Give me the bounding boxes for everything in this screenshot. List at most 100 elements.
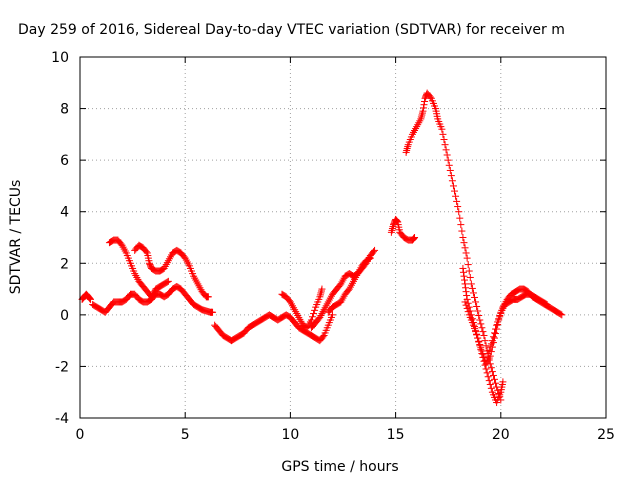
data-point bbox=[468, 284, 476, 292]
data-point bbox=[441, 141, 449, 149]
data-point bbox=[87, 295, 95, 303]
y-tick-label: 8 bbox=[60, 102, 69, 118]
data-point bbox=[486, 380, 494, 388]
data-point bbox=[475, 312, 483, 320]
data-point bbox=[388, 226, 396, 234]
data-point bbox=[466, 273, 474, 281]
series-0 bbox=[78, 290, 95, 303]
data-point bbox=[489, 333, 497, 341]
data-point bbox=[459, 264, 467, 272]
data-point bbox=[388, 224, 396, 232]
data-point bbox=[484, 373, 492, 381]
data-point bbox=[472, 298, 480, 306]
data-point bbox=[488, 337, 496, 345]
tick-layer: 0 5 10 15 20 25 -4 -2 0 2 4 6 8 10 bbox=[51, 50, 615, 443]
data-point bbox=[442, 146, 450, 154]
x-tick-label: 10 bbox=[281, 427, 299, 443]
data-point bbox=[485, 377, 493, 385]
data-point bbox=[489, 371, 497, 379]
data-layer bbox=[78, 89, 566, 407]
data-point bbox=[485, 346, 493, 354]
data-point bbox=[402, 148, 410, 156]
grid-layer bbox=[80, 57, 606, 418]
plot-frame bbox=[79, 56, 607, 419]
data-point bbox=[459, 234, 467, 241]
data-point bbox=[209, 308, 217, 316]
data-point bbox=[317, 287, 325, 295]
data-point bbox=[492, 379, 500, 387]
data-point bbox=[85, 294, 93, 302]
data-point bbox=[496, 312, 504, 320]
data-point bbox=[461, 244, 469, 252]
data-point bbox=[473, 331, 481, 339]
data-point bbox=[464, 308, 472, 316]
data-point bbox=[543, 301, 551, 309]
data-point bbox=[366, 254, 374, 262]
y-tick-label: 4 bbox=[60, 205, 69, 221]
data-point bbox=[488, 368, 496, 376]
data-point bbox=[487, 384, 495, 392]
y-tick-label: 0 bbox=[60, 308, 69, 324]
data-point bbox=[419, 107, 427, 115]
data-point bbox=[480, 353, 488, 361]
data-point bbox=[387, 228, 395, 236]
series-3 bbox=[131, 241, 212, 301]
data-point bbox=[418, 109, 426, 117]
x-tick-label: 0 bbox=[76, 427, 85, 443]
chart-title: Day 259 of 2016, Sidereal Day-to-day VTE… bbox=[18, 22, 565, 38]
data-point bbox=[478, 347, 486, 355]
data-point bbox=[440, 136, 448, 144]
data-point bbox=[86, 295, 94, 303]
series-2 bbox=[105, 236, 172, 301]
data-point bbox=[462, 284, 470, 292]
data-point bbox=[461, 280, 469, 288]
y-tick-label: 10 bbox=[51, 50, 69, 66]
data-point bbox=[393, 217, 401, 225]
series-5 bbox=[278, 285, 326, 332]
y-tick-label: 2 bbox=[60, 256, 69, 272]
data-point bbox=[403, 146, 411, 154]
data-point bbox=[486, 343, 494, 351]
x-tick-label: 5 bbox=[181, 427, 190, 443]
data-point bbox=[476, 316, 484, 324]
data-point bbox=[318, 285, 326, 293]
data-point bbox=[462, 249, 470, 257]
data-point bbox=[403, 145, 411, 153]
data-point bbox=[474, 334, 482, 342]
data-point bbox=[308, 313, 316, 321]
data-point bbox=[411, 234, 419, 241]
data-point bbox=[481, 337, 489, 345]
data-point bbox=[463, 304, 471, 312]
data-point bbox=[464, 261, 472, 269]
data-point bbox=[558, 311, 566, 319]
data-point bbox=[465, 267, 473, 275]
data-point bbox=[477, 344, 485, 352]
x-axis-label: GPS time / hours bbox=[281, 459, 398, 475]
data-point bbox=[495, 315, 503, 323]
data-point bbox=[460, 239, 468, 247]
data-point bbox=[477, 320, 485, 328]
data-point bbox=[480, 331, 488, 339]
data-point bbox=[419, 104, 427, 112]
data-point bbox=[499, 378, 507, 386]
data-point bbox=[443, 151, 451, 159]
data-point bbox=[463, 254, 471, 262]
data-point bbox=[542, 300, 550, 308]
data-point bbox=[462, 301, 470, 309]
data-point bbox=[438, 125, 446, 133]
x-tick-label: 20 bbox=[492, 427, 510, 443]
data-point bbox=[469, 289, 477, 297]
data-point bbox=[490, 375, 498, 383]
data-point bbox=[317, 289, 325, 297]
data-point bbox=[445, 161, 453, 169]
y-axis-label: SDTVAR / TECUs bbox=[8, 180, 24, 295]
data-point bbox=[461, 276, 469, 284]
data-point bbox=[493, 321, 501, 329]
series-12 bbox=[484, 290, 551, 358]
series-4 bbox=[211, 311, 336, 345]
data-point bbox=[476, 341, 484, 349]
data-point bbox=[420, 101, 428, 109]
data-point bbox=[204, 293, 212, 301]
data-point bbox=[456, 214, 464, 222]
data-point bbox=[426, 93, 434, 101]
